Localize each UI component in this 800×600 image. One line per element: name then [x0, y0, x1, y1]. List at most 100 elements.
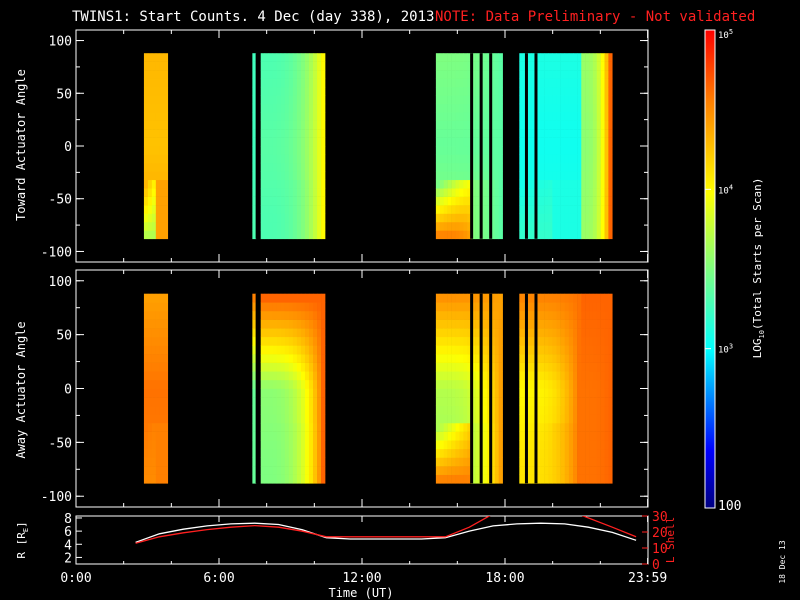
heatmap-cell	[435, 146, 441, 155]
heatmap-cell	[589, 112, 594, 121]
heatmap-cell	[151, 230, 157, 240]
heatmap-cell	[539, 293, 545, 303]
heatmap-cell	[486, 371, 492, 381]
heatmap-cell	[544, 53, 549, 62]
heatmap-cell	[280, 137, 286, 147]
heatmap-cell	[592, 129, 598, 138]
heatmap-cell	[585, 440, 590, 450]
heatmap-cell	[608, 474, 613, 484]
heatmap-cell	[280, 354, 286, 363]
heatmap-cell	[519, 146, 524, 155]
heatmap-cell	[459, 221, 464, 231]
heatmap-cell	[272, 162, 278, 172]
heatmap-cell	[544, 371, 549, 381]
heatmap-cell	[596, 78, 601, 88]
heatmap-cell	[260, 440, 266, 450]
heatmap-cell	[577, 61, 582, 71]
heatmap-cell	[475, 230, 480, 240]
heatmap-cell	[494, 302, 499, 312]
orbit-left-tick-label: 4	[64, 538, 72, 553]
heatmap-cell	[585, 422, 590, 432]
heatmap-cell	[284, 61, 290, 71]
heatmap-cell	[163, 95, 169, 105]
heatmap-cell	[264, 310, 270, 320]
heatmap-cell	[463, 205, 468, 214]
heatmap-cell	[568, 188, 574, 197]
heatmap-cell	[443, 354, 448, 363]
heatmap-cell	[276, 319, 282, 329]
heatmap-cell	[321, 310, 326, 320]
heatmap-cell	[548, 397, 553, 407]
heatmap-cell	[596, 129, 601, 138]
heatmap-cell	[544, 103, 549, 113]
heatmap-cell	[498, 179, 503, 189]
heatmap-cell	[471, 221, 476, 231]
heatmap-cell	[539, 120, 545, 130]
heatmap-cell	[531, 302, 537, 312]
heatmap-cell	[268, 302, 274, 312]
heatmap-cell	[539, 171, 545, 181]
heatmap-cell	[284, 302, 290, 312]
heatmap-cell	[155, 129, 161, 138]
heatmap-cell	[308, 230, 314, 240]
heatmap-cell	[467, 53, 472, 62]
heatmap-cell	[455, 422, 460, 432]
data-gap	[489, 293, 493, 484]
date-stamp: 18 Dec 13	[778, 540, 787, 584]
heatmap-cell	[308, 379, 314, 389]
heatmap-cell	[573, 95, 578, 105]
heatmap-cell	[471, 95, 476, 105]
heatmap-cell	[560, 379, 566, 389]
heatmap-cell	[451, 440, 456, 450]
heatmap-cell	[284, 196, 290, 206]
heatmap-cell	[548, 53, 553, 62]
heatmap-cell	[312, 162, 318, 172]
heatmap-cell	[147, 414, 153, 424]
heatmap-cell	[280, 302, 286, 312]
heatmap-cell	[486, 188, 492, 197]
heatmap-cell	[494, 466, 499, 475]
heatmap-cell	[581, 103, 586, 113]
heatmap-cell	[490, 53, 496, 62]
heatmap-cell	[147, 162, 153, 172]
heatmap-cell	[447, 221, 452, 231]
heatmap-cell	[455, 196, 460, 206]
heatmap-cell	[531, 388, 537, 398]
heatmap-cell	[276, 129, 282, 138]
heatmap-cell	[280, 293, 286, 303]
heatmap-cell	[467, 466, 472, 475]
heatmap-cell	[527, 221, 532, 231]
heatmap-interval	[519, 293, 582, 484]
heatmap-cell	[435, 405, 441, 415]
heatmap-cell	[268, 466, 274, 475]
heatmap-cell	[471, 345, 476, 355]
heatmap-cell	[317, 70, 322, 79]
heatmap-cell	[260, 388, 266, 398]
heatmap-cell	[568, 371, 574, 381]
heatmap-cell	[304, 213, 310, 223]
heatmap-cell	[471, 379, 476, 389]
heatmap-cell	[596, 354, 601, 363]
heatmap-cell	[159, 112, 165, 121]
heatmap-cell	[296, 120, 302, 130]
heatmap-cell	[494, 405, 499, 415]
heatmap-cell	[447, 230, 452, 240]
heatmap-cell	[272, 179, 278, 189]
heatmap-cell	[568, 230, 574, 240]
heatmap-cell	[560, 179, 566, 189]
heatmap-cell	[264, 205, 270, 214]
heatmap-cell	[539, 205, 545, 214]
heatmap-cell	[490, 414, 496, 424]
y-tick-label: 100	[49, 35, 72, 50]
heatmap-cell	[151, 397, 157, 407]
heatmap-cell	[486, 310, 492, 320]
heatmap-cell	[292, 319, 298, 329]
heatmap-cell	[592, 230, 598, 240]
heatmap-cell	[589, 345, 594, 355]
heatmap-cell	[498, 61, 503, 71]
orbit-right-tick-label: 30	[652, 510, 668, 525]
heatmap-cell	[143, 354, 149, 363]
heatmap-cell	[539, 319, 545, 329]
heatmap-cell	[589, 328, 594, 338]
heatmap-cell	[276, 371, 282, 381]
